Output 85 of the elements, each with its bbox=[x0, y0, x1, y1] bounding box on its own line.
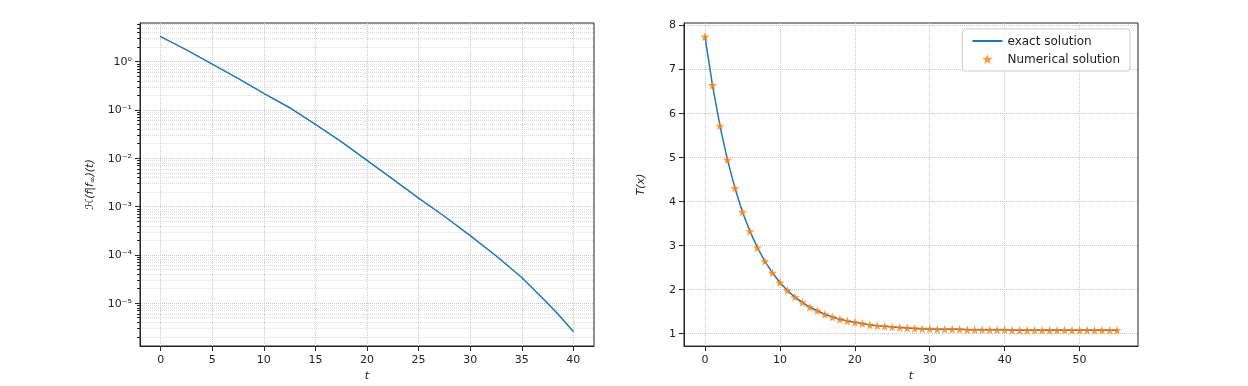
x-tick-label: 5 bbox=[208, 353, 216, 366]
x-axis-title: t bbox=[908, 369, 914, 382]
x-tick-label: 50 bbox=[1072, 353, 1087, 367]
point bbox=[782, 285, 792, 295]
y-tick-label: 10⁻¹ bbox=[107, 103, 132, 117]
line-series bbox=[159, 35, 575, 333]
point bbox=[895, 323, 905, 333]
x-tick-label: 30 bbox=[463, 353, 478, 366]
x-tick-label: 20 bbox=[360, 353, 374, 366]
point bbox=[932, 324, 942, 334]
point bbox=[737, 207, 747, 217]
legend-label: Numerical solution bbox=[1007, 52, 1121, 66]
x-tick-label: 35 bbox=[514, 353, 529, 366]
x-tick-label: 30 bbox=[922, 353, 937, 367]
point bbox=[1000, 325, 1010, 335]
y-tick-label: 2 bbox=[669, 283, 676, 297]
point bbox=[752, 243, 762, 253]
x-tick-label: 40 bbox=[997, 353, 1012, 367]
x-tick-label: 10 bbox=[772, 353, 787, 367]
point bbox=[1082, 325, 1092, 335]
point bbox=[940, 324, 950, 334]
point bbox=[925, 324, 935, 334]
point bbox=[1105, 325, 1115, 335]
point bbox=[797, 297, 807, 307]
point bbox=[812, 306, 822, 316]
point bbox=[1022, 325, 1032, 335]
y-tick-label: 3 bbox=[669, 238, 676, 252]
point bbox=[1052, 325, 1062, 335]
point bbox=[1045, 325, 1055, 335]
x-axis-title: t bbox=[364, 368, 370, 382]
y-tick-label: 10⁻⁴ bbox=[107, 248, 133, 262]
point bbox=[790, 292, 800, 302]
point bbox=[842, 316, 852, 326]
y-tick-label: 10⁰ bbox=[113, 55, 133, 69]
y-axis-title: T(x) bbox=[634, 173, 647, 196]
point bbox=[970, 325, 980, 335]
point bbox=[955, 324, 965, 334]
point bbox=[722, 155, 732, 165]
point bbox=[1090, 325, 1100, 335]
point bbox=[827, 312, 837, 322]
point bbox=[835, 314, 845, 324]
point bbox=[707, 80, 717, 90]
point bbox=[850, 317, 860, 327]
point bbox=[872, 321, 882, 331]
y-tick-label: 10⁻³ bbox=[107, 200, 132, 214]
point bbox=[985, 325, 995, 335]
point bbox=[917, 324, 927, 334]
x-tick-label: 15 bbox=[308, 353, 323, 366]
point bbox=[1097, 325, 1107, 335]
x-tick-label: 10 bbox=[256, 353, 271, 366]
y-tick-label: 10⁻⁵ bbox=[107, 296, 132, 310]
point bbox=[805, 302, 815, 312]
point bbox=[880, 321, 890, 331]
point bbox=[887, 322, 897, 332]
point bbox=[910, 323, 920, 333]
y-axis-title: ℋ(f|f∞)(t) bbox=[83, 159, 98, 210]
point bbox=[767, 268, 777, 278]
point bbox=[947, 324, 957, 334]
y-tick-label: 8 bbox=[669, 18, 676, 32]
x-tick-label: 20 bbox=[847, 353, 862, 367]
y-tick-label: 5 bbox=[669, 150, 676, 164]
point bbox=[820, 309, 830, 319]
point bbox=[1112, 325, 1122, 335]
point bbox=[902, 323, 912, 333]
y-tick-label: 4 bbox=[669, 194, 676, 208]
point bbox=[865, 320, 875, 330]
y-tick-label: 7 bbox=[669, 62, 676, 76]
point bbox=[1067, 325, 1077, 335]
y-tick-label: 1 bbox=[669, 327, 676, 341]
legend-label: exact solution bbox=[1007, 34, 1092, 48]
point bbox=[1037, 325, 1047, 335]
point bbox=[857, 319, 867, 329]
y-tick-label: 6 bbox=[669, 106, 676, 120]
x-tick-label: 0 bbox=[701, 353, 709, 367]
x-tick-label: 40 bbox=[566, 353, 581, 366]
point bbox=[760, 256, 770, 266]
point bbox=[1007, 325, 1017, 335]
point bbox=[1030, 325, 1040, 335]
point bbox=[730, 183, 740, 193]
point bbox=[1015, 325, 1025, 335]
point bbox=[775, 278, 785, 288]
x-tick-label: 25 bbox=[411, 353, 426, 366]
y-tick-label: 10⁻² bbox=[107, 151, 132, 165]
point bbox=[745, 226, 755, 236]
x-tick-label: 0 bbox=[157, 353, 165, 366]
